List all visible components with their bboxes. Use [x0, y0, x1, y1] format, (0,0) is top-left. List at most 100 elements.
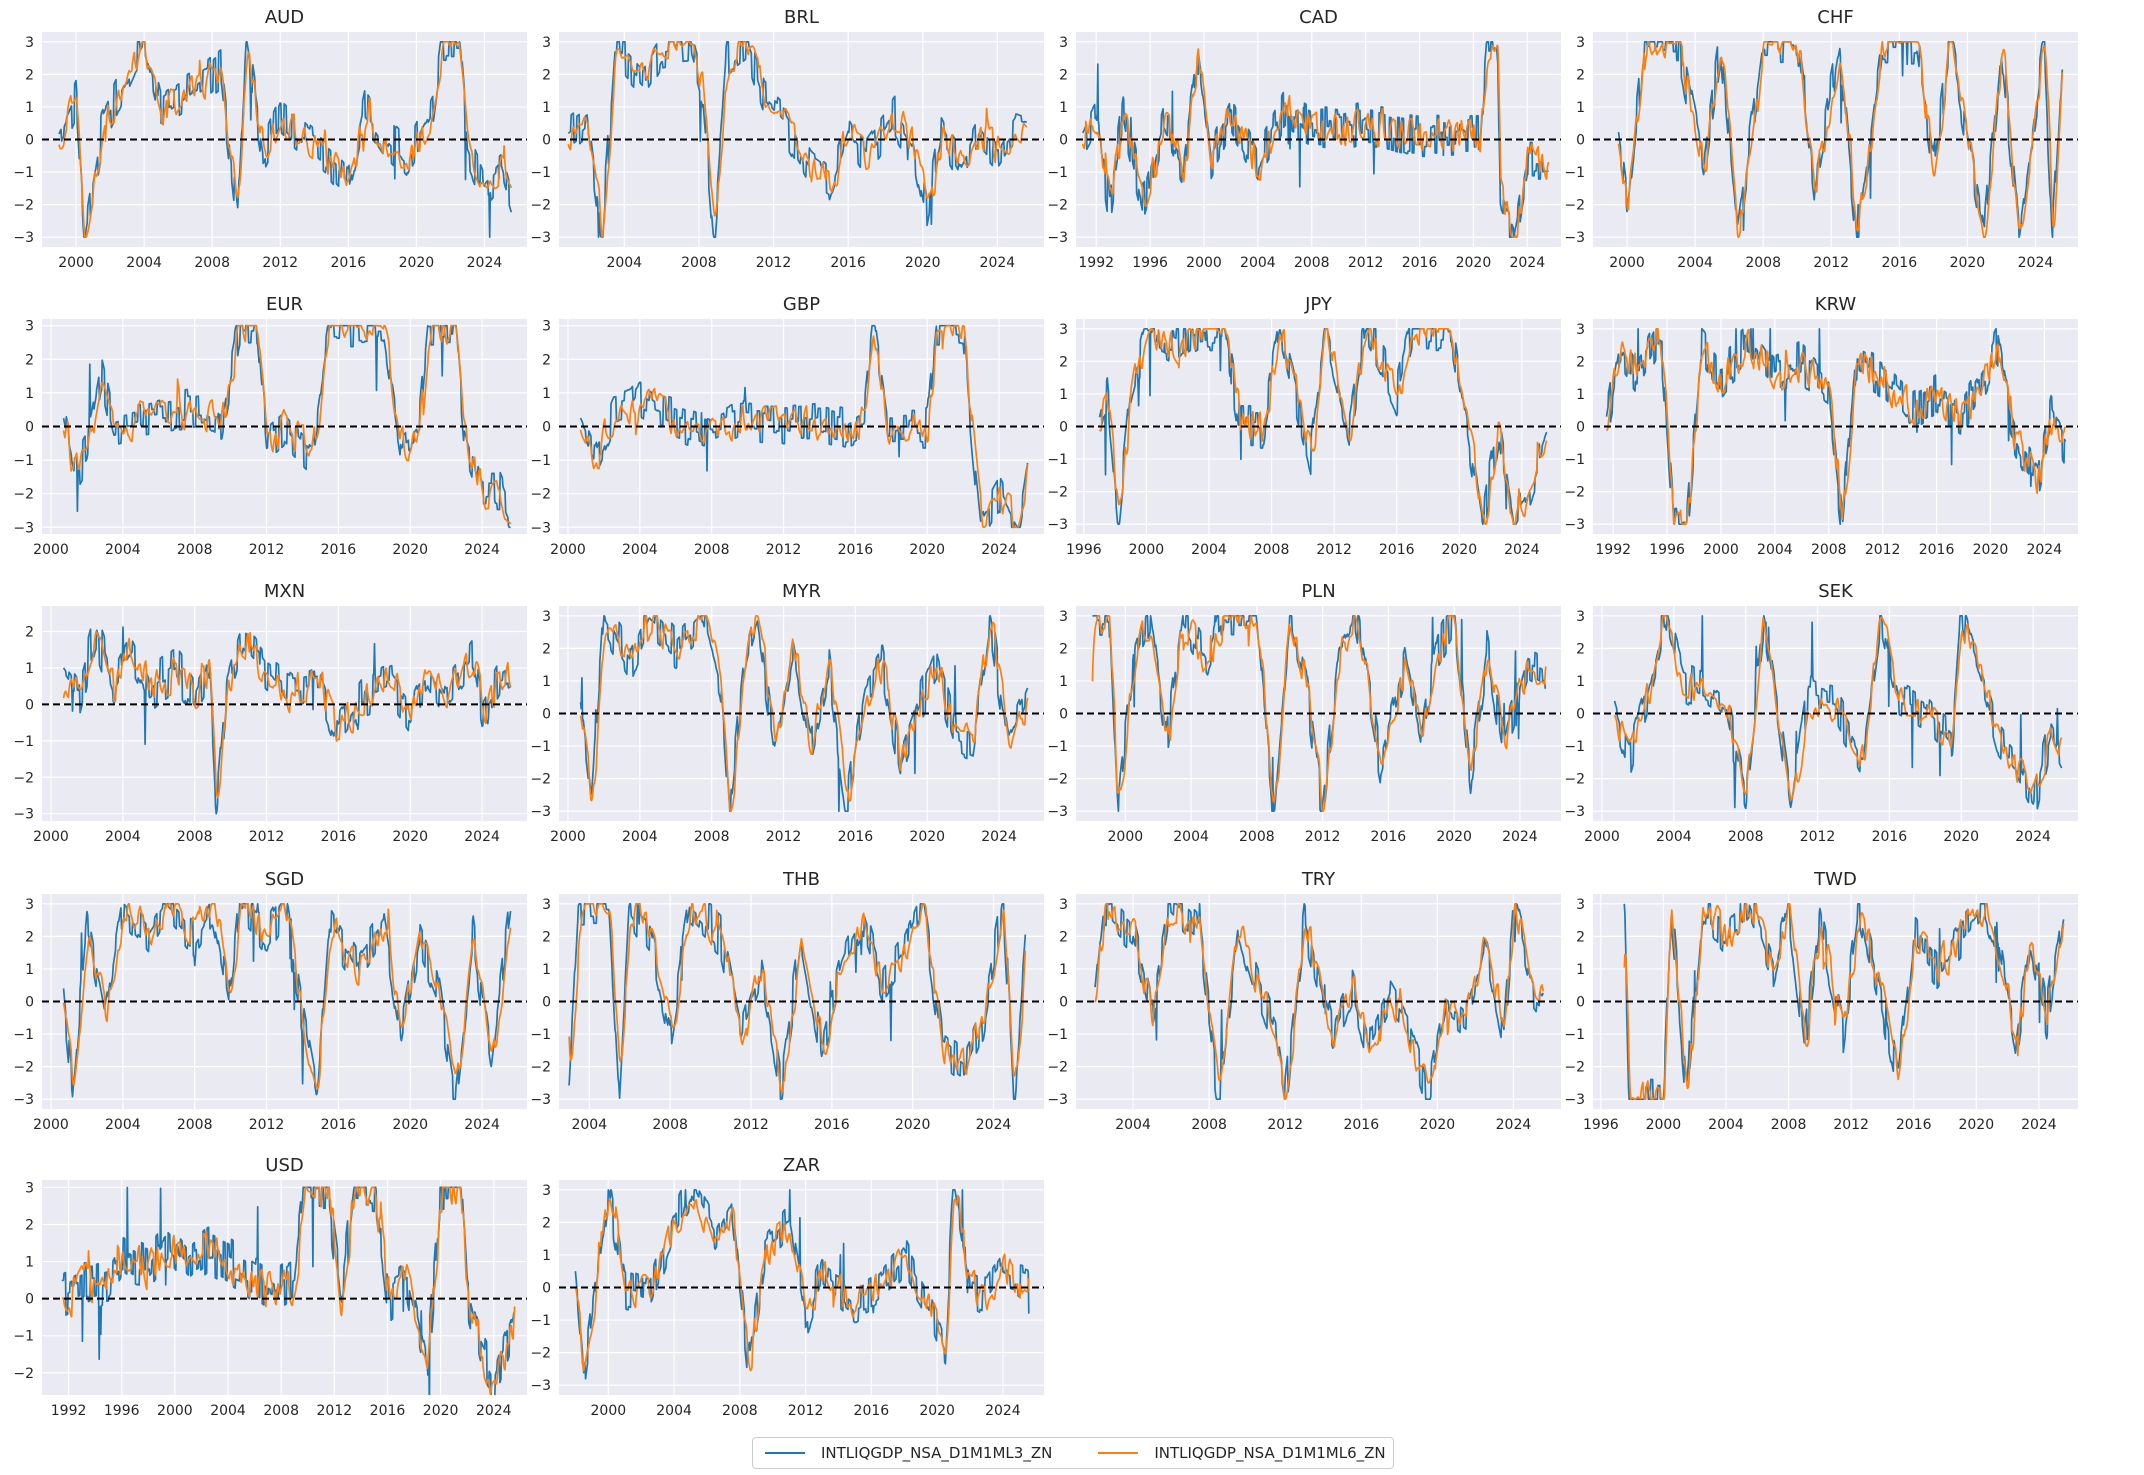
- panel-try: TRY 2004 2008 2012 2016 2020 2024 −3 −2 −1 0 1 2 3: [1047, 869, 1561, 1133]
- legend: INTLIQGDP_NSA_D1M1ML3_ZN INTLIQGDP_NSA_D…: [752, 1437, 1394, 1469]
- x-tick-label: 2008: [177, 542, 213, 558]
- y-tick-label: 0: [1059, 707, 1068, 723]
- y-tick-label: 1: [1059, 100, 1068, 116]
- y-tick-label: 0: [25, 420, 34, 436]
- panel-usd: USD 1992 1996 2000 2004 2008 2012 2016 2020 2024 −…: [13, 1155, 527, 1419]
- legend-label-ml3: INTLIQGDP_NSA_D1M1ML3_ZN: [821, 1444, 1053, 1462]
- x-tick-label: 2012: [1833, 1117, 1869, 1133]
- x-tick-label: 2020: [392, 1117, 428, 1133]
- x-tick-label: 2000: [1703, 542, 1739, 558]
- x-tick-label: 2000: [550, 542, 586, 558]
- y-tick-label: −3: [1047, 804, 1068, 820]
- y-tick-label: 1: [25, 100, 34, 116]
- y-tick-label: 3: [1576, 322, 1585, 338]
- series-ml6-line: [1605, 327, 2067, 526]
- y-tick-label: 0: [25, 995, 34, 1011]
- series-ml6-line: [1081, 44, 1550, 239]
- y-tick-label: 2: [1059, 67, 1068, 83]
- y-tick-label: −2: [1564, 1060, 1585, 1076]
- y-tick-label: 1: [542, 1248, 551, 1264]
- plot-background: [42, 606, 527, 821]
- series-ml3-line: [574, 1188, 1030, 1380]
- x-tick-label: 2000: [1108, 829, 1144, 845]
- x-tick-label: 2008: [1191, 1117, 1227, 1133]
- x-tick-label: 2020: [909, 542, 945, 558]
- x-tick-label: 2016: [838, 542, 874, 558]
- series-ml6-line: [567, 40, 1028, 239]
- x-tick-label: 2008: [722, 1403, 758, 1419]
- x-tick-label: 2016: [1371, 829, 1407, 845]
- x-tick-label: 2016: [321, 542, 357, 558]
- x-tick-label: 2000: [591, 1403, 627, 1419]
- panel-eur: EUR 2000 2004 2008 2012 2016 2020 2024 −3 −2 −1 0 1 2…: [13, 294, 527, 558]
- y-tick-label: 3: [542, 609, 551, 625]
- x-tick-label: 2004: [1173, 829, 1209, 845]
- x-tick-label: 2004: [1240, 255, 1276, 271]
- x-tick-label: 2024: [1496, 1117, 1532, 1133]
- y-tick-label: −2: [13, 770, 34, 786]
- panel-title: MYR: [782, 581, 821, 602]
- x-tick-label: 2020: [1950, 255, 1986, 271]
- y-tick-label: 1: [1576, 100, 1585, 116]
- y-tick-label: −2: [1564, 198, 1585, 214]
- y-tick-label: −1: [1047, 739, 1068, 755]
- x-tick-label: 1996: [1066, 542, 1102, 558]
- x-tick-label: 2024: [981, 829, 1017, 845]
- y-tick-label: −1: [13, 453, 34, 469]
- x-tick-label: 2020: [909, 829, 945, 845]
- series-ml6-line: [61, 1186, 516, 1395]
- y-tick-label: −3: [1564, 804, 1585, 820]
- series-ml3-line: [1613, 614, 2063, 810]
- y-tick-label: −3: [13, 520, 34, 536]
- y-tick-label: −1: [13, 1329, 34, 1345]
- x-tick-label: 2016: [830, 255, 866, 271]
- x-tick-label: 2000: [1129, 542, 1165, 558]
- y-tick-label: −3: [13, 230, 34, 246]
- panel-cad: CAD 1992 1996 2000 2004 2008 2012 2016 2020 2024 −…: [1047, 7, 1561, 271]
- x-tick-label: 2020: [392, 829, 428, 845]
- y-tick-label: 1: [25, 386, 34, 402]
- series-ml3-line: [1081, 40, 1549, 239]
- y-tick-label: 2: [25, 352, 34, 368]
- panel-title: JPY: [1304, 294, 1333, 315]
- x-tick-label: 2000: [157, 1403, 193, 1419]
- y-tick-label: 2: [1059, 929, 1068, 945]
- x-tick-label: 2004: [1677, 255, 1713, 271]
- x-tick-label: 2020: [423, 1403, 459, 1419]
- y-tick-label: −3: [1047, 230, 1068, 246]
- x-tick-label: 2012: [249, 1117, 285, 1133]
- y-tick-label: 1: [542, 386, 551, 402]
- x-tick-label: 2004: [105, 542, 141, 558]
- legend-entry-ml3: INTLIQGDP_NSA_D1M1ML3_ZN: [765, 1444, 1052, 1462]
- panel-zar: ZAR 2000 2004 2008 2012 2016 2020 2024 −3 −2 −1 0 1 2…: [530, 1155, 1044, 1419]
- y-tick-label: −2: [1047, 485, 1068, 501]
- y-tick-label: −1: [1047, 452, 1068, 468]
- y-tick-label: 2: [542, 67, 551, 83]
- y-tick-label: 2: [25, 625, 34, 641]
- x-tick-label: 1996: [1132, 255, 1168, 271]
- y-tick-label: −2: [530, 198, 551, 214]
- y-tick-label: 1: [1059, 962, 1068, 978]
- panel-title: GBP: [783, 294, 820, 315]
- y-tick-label: 3: [1576, 35, 1585, 51]
- series-ml3-line: [62, 902, 512, 1101]
- y-tick-label: 2: [1576, 641, 1585, 657]
- y-tick-label: −1: [1047, 1027, 1068, 1043]
- series-ml3-line: [1623, 902, 2065, 1101]
- x-tick-label: 1992: [1078, 255, 1114, 271]
- panel-mxn: MXN 2000 2004 2008 2012 2016 2020 2024 −3 −2 −1 0 1 2: [13, 581, 527, 845]
- y-tick-label: −2: [530, 1346, 551, 1362]
- x-tick-label: 2024: [1502, 829, 1538, 845]
- y-tick-label: 3: [25, 35, 34, 51]
- panel-title: THB: [782, 869, 820, 890]
- y-tick-label: 1: [1576, 387, 1585, 403]
- y-tick-label: −1: [13, 1027, 34, 1043]
- y-tick-label: −3: [530, 230, 551, 246]
- x-tick-label: 2020: [392, 542, 428, 558]
- y-tick-label: −3: [1047, 517, 1068, 533]
- y-tick-label: −1: [530, 1313, 551, 1329]
- x-tick-label: 2008: [263, 1403, 299, 1419]
- x-tick-label: 2004: [1708, 1117, 1744, 1133]
- panel-title: TRY: [1301, 869, 1336, 890]
- x-tick-label: 2004: [126, 255, 162, 271]
